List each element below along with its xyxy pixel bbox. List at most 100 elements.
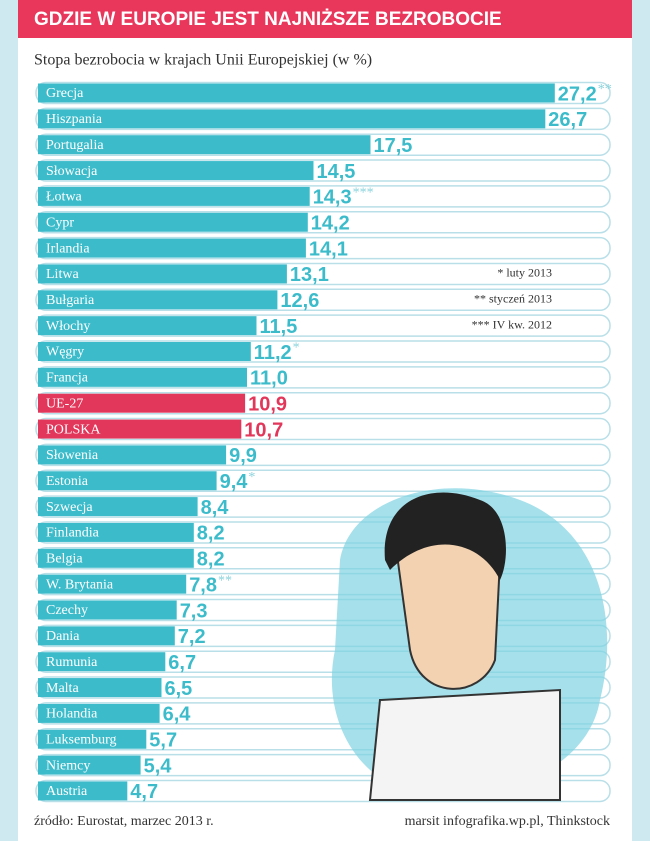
value-label: 6,4 <box>163 704 192 726</box>
note: *** IV kw. 2012 <box>472 317 552 331</box>
category-label: Łotwa <box>46 190 83 205</box>
category-label: Belgia <box>46 552 83 567</box>
bar-track <box>35 702 611 725</box>
bar-track <box>35 391 611 415</box>
category-label: Malta <box>46 681 79 696</box>
bar-track <box>35 159 611 182</box>
category-label: W. Brytania <box>46 577 114 592</box>
bar-track <box>35 779 611 803</box>
bar <box>38 238 306 258</box>
category-label: Austria <box>46 784 88 799</box>
value-label: 9,4 <box>220 471 249 493</box>
bar <box>38 264 287 284</box>
bar-track <box>35 133 611 156</box>
value-label: 11,2 <box>254 342 292 364</box>
category-label: UE-27 <box>46 396 83 411</box>
bar-track <box>35 288 611 312</box>
value-label: 13,1 <box>290 264 329 286</box>
bar <box>38 703 160 723</box>
category-label: Szwecja <box>46 500 93 515</box>
value-label: 10,7 <box>244 419 283 441</box>
bar <box>38 161 314 181</box>
bar-track <box>35 598 611 622</box>
category-label: Holandia <box>46 707 98 722</box>
value-label: 14,3 <box>313 187 352 209</box>
value-label: 10,9 <box>248 393 287 415</box>
bar-track <box>35 262 611 286</box>
value-label: 17,5 <box>374 135 413 157</box>
bar <box>38 342 251 361</box>
bar-track <box>35 753 611 777</box>
bar <box>38 755 141 775</box>
footnote-mark: *** <box>353 186 374 201</box>
value-label: 11,5 <box>260 316 298 338</box>
value-label: 6,7 <box>168 652 196 674</box>
bar-track <box>35 624 611 648</box>
bar <box>38 497 198 517</box>
category-label: Estonia <box>46 474 89 489</box>
bar <box>38 652 166 672</box>
bar-track <box>35 443 611 467</box>
value-label: 8,2 <box>197 523 225 545</box>
bar-track <box>35 728 611 751</box>
bar <box>38 626 175 646</box>
footnote-mark: * <box>293 341 300 356</box>
bar <box>38 678 162 698</box>
category-label: Hiszpania <box>46 112 103 127</box>
footnote-mark: * <box>248 470 255 485</box>
category-label: Dania <box>46 629 80 644</box>
category-label: Bułgaria <box>46 293 95 308</box>
category-label: Irlandia <box>46 241 90 256</box>
header-band <box>18 0 632 38</box>
category-label: Luksemburg <box>46 732 117 747</box>
bar <box>38 290 278 310</box>
category-label: Litwa <box>46 267 79 282</box>
chart-title: Stopa bezrobocia w krajach Unii Europejs… <box>34 52 372 69</box>
value-label: 9,9 <box>229 445 257 467</box>
note: * luty 2013 <box>497 266 552 280</box>
value-label: 6,5 <box>165 678 193 700</box>
category-label: Cypr <box>46 215 74 230</box>
value-label: 26,7 <box>548 109 587 131</box>
bar-track <box>35 236 611 260</box>
bar-track <box>35 495 611 518</box>
bar <box>38 393 246 413</box>
bar <box>38 212 308 232</box>
bar <box>38 729 147 749</box>
category-label: Francja <box>46 371 89 386</box>
category-label: Rumunia <box>46 655 98 670</box>
bar <box>38 600 177 620</box>
bar-track <box>35 211 611 234</box>
bar-track <box>35 469 611 492</box>
bar-track <box>35 340 611 363</box>
footnote-mark: ** <box>598 82 612 97</box>
category-label: Włochy <box>46 319 90 334</box>
bar-track <box>35 81 611 105</box>
bar <box>38 109 546 129</box>
bar <box>38 83 555 103</box>
bar <box>38 367 247 387</box>
illustration <box>331 488 608 801</box>
footnote-mark: ** <box>218 573 232 588</box>
bar <box>38 574 187 594</box>
bar <box>38 445 227 465</box>
value-label: 8,2 <box>197 549 225 571</box>
note: ** styczeń 2013 <box>474 292 552 306</box>
category-label: Portugalia <box>46 138 104 153</box>
bar <box>38 548 194 568</box>
bar-track <box>35 314 611 337</box>
category-label: Słowacja <box>46 164 98 179</box>
bar-track <box>35 547 611 570</box>
category-label: Niemcy <box>46 758 90 773</box>
value-label: 14,5 <box>317 161 356 183</box>
value-label: 4,7 <box>130 781 158 803</box>
value-label: 7,3 <box>180 600 208 622</box>
bar <box>38 781 128 801</box>
value-label: 12,6 <box>280 290 319 312</box>
bar-track <box>35 185 611 208</box>
value-label: 11,0 <box>250 368 288 390</box>
bar-track <box>35 366 611 389</box>
value-label: 7,2 <box>178 626 206 648</box>
bar-track <box>35 676 611 699</box>
source: źródło: Eurostat, marzec 2013 r. <box>34 814 214 829</box>
